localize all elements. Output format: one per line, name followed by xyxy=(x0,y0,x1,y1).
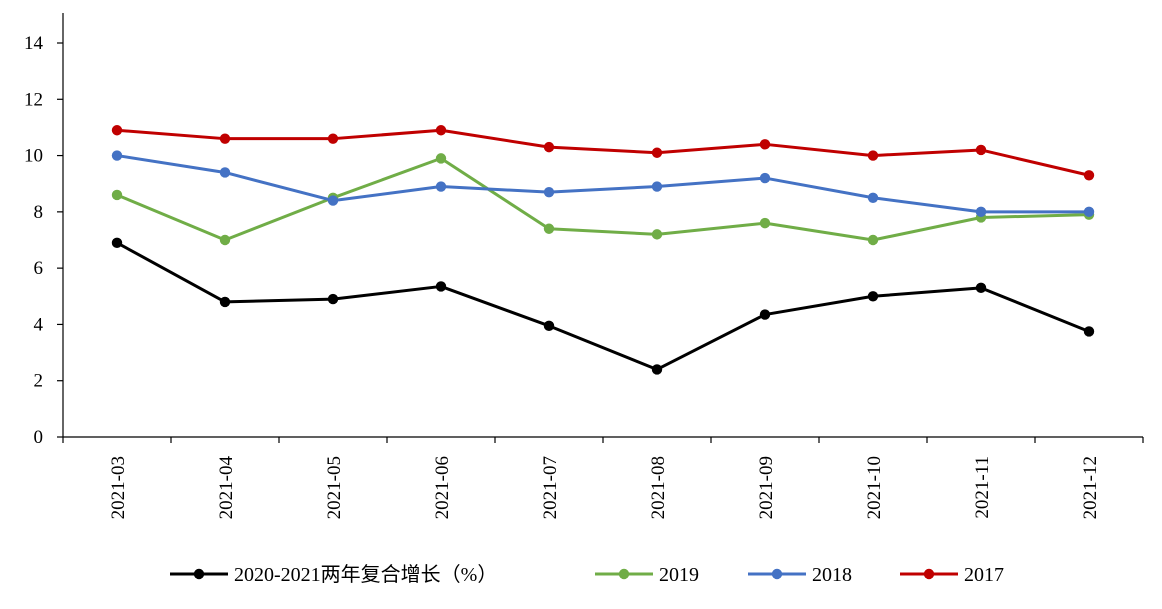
data-point xyxy=(219,296,231,308)
data-point xyxy=(651,147,663,158)
data-point xyxy=(111,150,123,161)
data-point xyxy=(435,281,447,292)
x-tick-label: 2021-05 xyxy=(324,456,345,519)
data-point xyxy=(327,133,339,144)
axes: 0 2 4 6 8 10 12 14 2021-03 2021-04 2021-05 2021-06 2… xyxy=(24,13,1144,520)
y-tick-label: 0 xyxy=(34,427,44,448)
series-line-2020-2021两年复合增长（%） xyxy=(116,241,1090,371)
x-tick-label: 2021-12 xyxy=(1080,456,1101,519)
y-tick-label: 10 xyxy=(24,146,43,167)
legend-swatch-marker xyxy=(771,568,783,580)
data-point xyxy=(759,139,771,150)
data-point xyxy=(975,206,987,218)
data-point xyxy=(1083,326,1095,337)
data-point xyxy=(327,293,339,305)
data-point xyxy=(543,223,555,234)
data-point xyxy=(435,125,447,136)
data-point xyxy=(219,133,231,144)
y-tick-label: 4 xyxy=(34,314,44,335)
data-point xyxy=(543,141,555,153)
data-point xyxy=(759,217,771,229)
data-point xyxy=(651,364,663,375)
data-point xyxy=(219,167,231,178)
data-point xyxy=(327,195,339,206)
series-line-2019 xyxy=(116,156,1090,242)
data-point xyxy=(111,189,123,201)
legend-label: 2019 xyxy=(659,564,699,586)
data-point xyxy=(651,181,663,192)
data-point xyxy=(651,229,663,240)
x-tick-label: 2021-10 xyxy=(864,456,885,519)
data-point xyxy=(435,181,447,192)
series-lines xyxy=(111,125,1095,375)
data-point xyxy=(867,150,879,161)
data-point xyxy=(1083,206,1095,218)
y-tick-label: 12 xyxy=(24,89,43,110)
series-line-2018 xyxy=(116,154,1089,214)
data-point xyxy=(867,291,879,302)
data-point xyxy=(111,125,123,136)
data-point xyxy=(543,320,555,332)
x-tick-label: 2021-06 xyxy=(432,456,453,519)
y-tick-label: 14 xyxy=(24,33,44,54)
x-tick-label: 2021-09 xyxy=(756,456,777,519)
data-point xyxy=(867,192,879,203)
data-point xyxy=(435,153,447,164)
data-point xyxy=(111,237,123,249)
y-tick-label: 8 xyxy=(34,202,44,223)
data-point xyxy=(867,234,879,246)
data-point xyxy=(759,172,771,184)
data-point xyxy=(759,309,771,320)
x-tick-label: 2021-04 xyxy=(216,456,237,520)
legend-label: 2018 xyxy=(812,564,852,586)
x-tick-label: 2021-11 xyxy=(972,456,993,519)
x-tick-label: 2021-03 xyxy=(108,456,129,519)
data-point xyxy=(1083,170,1095,181)
data-point xyxy=(975,282,987,294)
y-tick-label: 2 xyxy=(34,371,44,392)
data-point xyxy=(219,234,231,246)
legend-swatch-marker xyxy=(923,568,935,580)
y-tick-label: 6 xyxy=(34,258,44,279)
x-tick-label: 2021-08 xyxy=(648,456,669,519)
legend: 2020-2021两年复合增长（%） 2019 2018 2017 xyxy=(170,563,1004,586)
data-point xyxy=(543,186,555,198)
series-line-2017 xyxy=(116,128,1090,177)
data-point xyxy=(975,144,987,156)
legend-swatch-marker xyxy=(618,568,630,580)
legend-label: 2020-2021两年复合增长（%） xyxy=(234,563,497,586)
x-tick-label: 2021-07 xyxy=(540,456,561,519)
legend-swatch-marker xyxy=(193,568,205,580)
legend-label: 2017 xyxy=(964,564,1004,586)
